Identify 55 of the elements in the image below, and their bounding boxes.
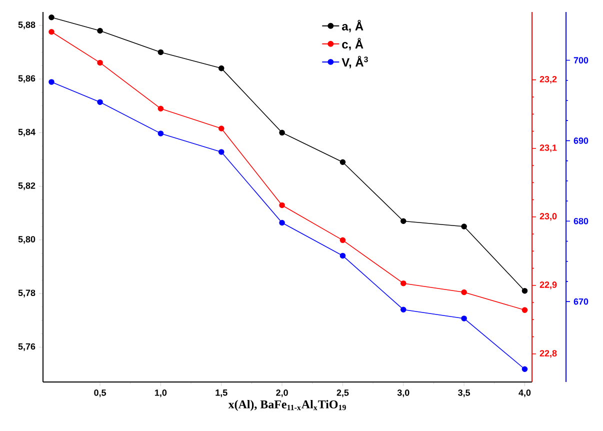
y3-tick-label: 670	[574, 298, 588, 305]
y-tick-label: 5,76	[18, 343, 36, 351]
x-tick-label: 3,5	[458, 390, 470, 398]
y-tick-label: 5,80	[18, 236, 36, 244]
y3-tick-label: 680	[574, 218, 588, 224]
x-tick-label: 2,5	[336, 390, 349, 398]
point	[158, 106, 164, 112]
point	[400, 306, 406, 312]
point	[279, 130, 285, 136]
legend-label: a, Å	[342, 20, 364, 32]
y3-tick-label: 700	[574, 57, 588, 64]
point	[461, 224, 467, 230]
y2-tick-label: 22,8	[540, 350, 557, 358]
y-tick-label: 5,78	[18, 290, 36, 298]
point	[97, 99, 103, 105]
x-tick-label: 3,0	[397, 390, 410, 398]
x-tick-label: 1,0	[155, 390, 167, 398]
point	[461, 316, 467, 322]
y-tick-label: 5,84	[18, 128, 36, 136]
point	[158, 130, 164, 136]
point	[218, 65, 224, 72]
point	[400, 218, 406, 224]
point	[522, 307, 528, 313]
y-tick-label: 5,82	[18, 182, 36, 190]
x-tick-label: 4,0	[518, 390, 531, 398]
point	[522, 288, 528, 294]
point	[340, 237, 346, 244]
y2-tick-label: 23,2	[540, 76, 557, 84]
point	[218, 126, 224, 132]
x-axis-title: x(Al), BaFe$_{11-x}$Al$_{x}$TiO$_{19}$	[228, 400, 346, 411]
point	[218, 149, 224, 155]
point	[48, 28, 54, 35]
y3-tick-label: 690	[574, 138, 588, 144]
point	[522, 366, 528, 372]
point	[97, 60, 103, 66]
point	[461, 289, 467, 296]
point	[279, 202, 285, 208]
y-tick-label: 5,86	[18, 75, 36, 83]
legend-label: V, Å$^{3}$	[342, 56, 368, 68]
point	[158, 49, 164, 56]
y-tick-label: 5,88	[18, 22, 36, 30]
y2-tick-label: 23,0	[540, 213, 557, 221]
y2-tick-label: 23,1	[540, 144, 557, 152]
point	[48, 79, 54, 85]
point	[340, 252, 346, 259]
point	[400, 280, 406, 286]
legend-label: c, Å	[342, 38, 364, 50]
x-tick-label: 2,0	[276, 390, 288, 398]
point	[279, 220, 285, 226]
y2-tick-label: 22,9	[540, 282, 557, 290]
x-tick-label: 1,5	[216, 390, 228, 398]
point	[48, 14, 54, 20]
point	[340, 159, 346, 166]
point	[97, 28, 103, 34]
x-tick-label: 0,5	[94, 390, 106, 398]
